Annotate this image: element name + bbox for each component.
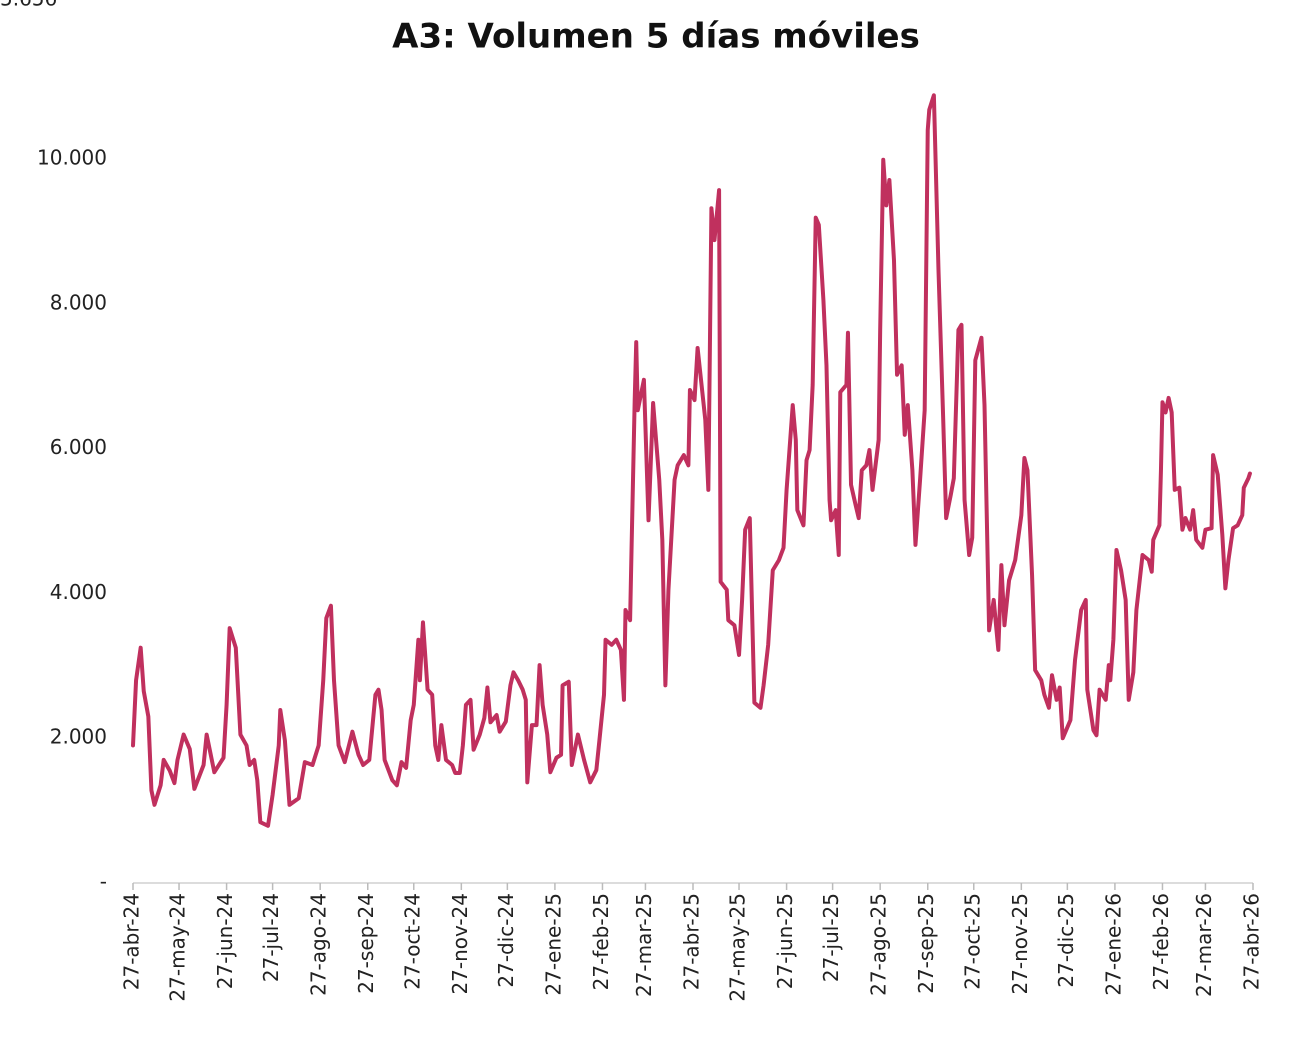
x-tick-label: 27-jul-25 bbox=[819, 893, 843, 982]
y-tick-label: 2.000 bbox=[50, 725, 107, 749]
x-tick-label: 27-ene-26 bbox=[1101, 893, 1125, 996]
y-tick-label: 10.000 bbox=[37, 146, 107, 170]
x-tick-label: 27-abr-25 bbox=[680, 893, 704, 990]
x-tick-label: 27-abr-24 bbox=[120, 893, 144, 990]
x-tick-label: 27-oct-25 bbox=[960, 893, 984, 990]
x-tick-label: 27-dic-24 bbox=[494, 893, 518, 988]
x-tick-label: 27-mar-26 bbox=[1192, 893, 1216, 997]
x-tick-label: 27-jul-24 bbox=[259, 893, 283, 982]
x-tick-label: 27-ago-25 bbox=[867, 893, 891, 996]
x-tick-label: 27-may-24 bbox=[166, 893, 190, 1002]
x-tick-label: 27-abr-26 bbox=[1240, 893, 1264, 990]
x-tick-label: 27-sep-25 bbox=[914, 893, 938, 994]
data-label: 5.656 bbox=[0, 0, 57, 11]
y-tick-label: 6.000 bbox=[50, 435, 107, 459]
x-tick-label: 27-feb-25 bbox=[589, 893, 613, 990]
y-tick-label: 4.000 bbox=[50, 580, 107, 604]
x-tick-label: 27-feb-26 bbox=[1149, 893, 1173, 990]
x-tick-label: 27-sep-24 bbox=[354, 893, 378, 994]
x-tick-label: 27-nov-25 bbox=[1008, 893, 1032, 995]
x-tick-label: 27-may-25 bbox=[726, 893, 750, 1002]
x-tick-label: 27-jun-25 bbox=[773, 893, 797, 989]
y-tick-label: 8.000 bbox=[50, 290, 107, 314]
series-line bbox=[131, 93, 1252, 828]
x-tick-label: 27-oct-24 bbox=[400, 893, 424, 990]
x-tick-label: 27-ene-25 bbox=[541, 893, 565, 996]
x-tick-label: 27-jun-24 bbox=[213, 893, 237, 989]
x-tick-label: 27-ago-24 bbox=[307, 893, 331, 996]
x-tick-label: 27-nov-24 bbox=[448, 893, 472, 995]
x-tick-label: 27-mar-25 bbox=[632, 893, 656, 997]
chart-title: A3: Volumen 5 días móviles bbox=[392, 17, 920, 57]
x-tick-label: 27-dic-25 bbox=[1054, 893, 1078, 988]
y-tick-label: - bbox=[100, 870, 107, 894]
